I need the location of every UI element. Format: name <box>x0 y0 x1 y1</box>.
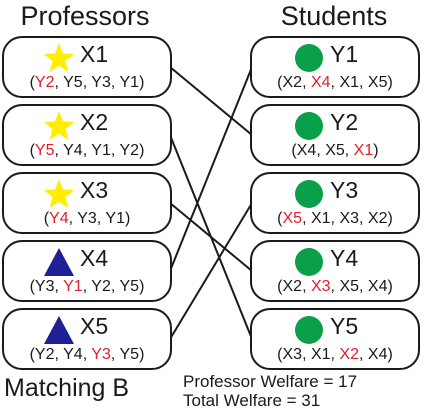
match-edge-x4-y1 <box>169 66 253 272</box>
node-name: Y1 <box>330 41 359 67</box>
matched-preference: X4 <box>310 74 331 91</box>
matched-preference: X3 <box>310 278 331 295</box>
preference-item: Y2 <box>91 278 111 295</box>
preference-list: (Y2, Y5, Y3, Y1) <box>29 74 145 91</box>
preference-list: (Y3, Y1, Y2, Y5) <box>29 278 145 295</box>
node-name: X3 <box>80 177 109 203</box>
preference-item: X5 <box>339 278 360 295</box>
preference-item: Y1 <box>105 210 125 227</box>
student-node-y5: Y5 (X3, X1, X2, X4) <box>250 308 420 370</box>
preference-item: Y3 <box>34 278 55 295</box>
preference-item: Y1 <box>119 74 140 91</box>
preference-item: X5 <box>325 142 345 159</box>
match-edge-x5-y3 <box>169 202 253 340</box>
students-header: Students <box>280 1 388 31</box>
matched-preference: Y2 <box>34 74 55 91</box>
professor-node-x5: X5 (Y2, Y4, Y3, Y5) <box>2 308 172 370</box>
preference-item: X1 <box>310 346 331 363</box>
preference-item: Y5 <box>63 74 83 91</box>
preference-item: Y3 <box>77 210 97 227</box>
matched-preference: X1 <box>353 142 374 159</box>
node-name: Y4 <box>330 245 359 271</box>
total-welfare: Total Welfare = 31 <box>183 391 321 410</box>
preference-item: Y1 <box>91 142 111 159</box>
preference-item: Y2 <box>34 346 55 363</box>
student-node-y3: Y3 (X5, X1, X3, X2) <box>250 172 420 234</box>
preference-list: (X2, X3, X5, X4) <box>277 278 393 295</box>
preference-item: X4 <box>367 346 388 363</box>
professor-node-x3: X3 (Y4, Y3, Y1) <box>2 172 172 234</box>
preference-list: (Y2, Y4, Y3, Y5) <box>29 346 145 363</box>
matched-preference: Y3 <box>91 346 111 363</box>
matching-caption: Matching B <box>4 374 130 402</box>
node-name: Y3 <box>330 177 359 203</box>
matched-preference: X5 <box>282 210 303 227</box>
preference-list: (Y5, Y4, Y1, Y2) <box>29 142 145 159</box>
preference-item: X4 <box>296 142 317 159</box>
preference-item: X3 <box>282 346 303 363</box>
circle-icon <box>292 313 326 352</box>
preference-item: Y5 <box>119 346 140 363</box>
node-name: X5 <box>80 313 109 339</box>
node-name: X2 <box>80 109 109 135</box>
preference-item: X4 <box>367 278 388 295</box>
preference-item: X1 <box>339 74 360 91</box>
preference-item: X5 <box>367 74 388 91</box>
preference-list: (X3, X1, X2, X4) <box>277 346 393 363</box>
node-name: X1 <box>80 41 109 67</box>
professor-node-x4: X4 (Y3, Y1, Y2, Y5) <box>2 240 172 302</box>
preference-item: Y4 <box>63 142 83 159</box>
student-node-y1: Y1 (X2, X4, X1, X5) <box>250 36 420 98</box>
preference-list: (X5, X1, X3, X2) <box>277 210 393 227</box>
preference-item: X3 <box>339 210 360 227</box>
triangle-icon <box>42 313 76 352</box>
match-edge-x1-y2 <box>169 66 253 136</box>
matched-preference: Y4 <box>49 210 69 227</box>
welfare-stats: Professor Welfare = 17 Total Welfare = 3… <box>183 372 357 410</box>
preference-item: X2 <box>367 210 388 227</box>
preference-item: X2 <box>282 74 303 91</box>
circle-icon <box>292 245 326 284</box>
matched-preference: X2 <box>339 346 360 363</box>
node-name: X4 <box>80 245 109 271</box>
preference-item: X2 <box>282 278 303 295</box>
circle-icon <box>292 41 326 80</box>
node-name: Y2 <box>330 109 359 135</box>
professor-node-x1: X1 (Y2, Y5, Y3, Y1) <box>2 36 172 98</box>
student-node-y4: Y4 (X2, X3, X5, X4) <box>250 240 420 302</box>
professor-welfare: Professor Welfare = 17 <box>183 372 358 391</box>
matched-preference: Y5 <box>34 142 55 159</box>
star-icon <box>42 41 76 80</box>
preference-list: (X2, X4, X1, X5) <box>277 74 393 91</box>
preference-item: Y3 <box>91 74 111 91</box>
star-icon <box>42 177 76 216</box>
circle-icon <box>292 109 326 148</box>
preference-item: X1 <box>310 210 331 227</box>
circle-icon <box>292 177 326 216</box>
preference-item: Y5 <box>119 278 140 295</box>
node-name: Y5 <box>330 313 359 339</box>
star-icon <box>42 109 76 148</box>
triangle-icon <box>42 245 76 284</box>
preference-item: Y4 <box>63 346 83 363</box>
student-node-y2: Y2 (X4, X5, X1) <box>250 104 420 166</box>
preference-list: (Y4, Y3, Y1) <box>43 210 131 227</box>
matched-preference: Y1 <box>63 278 83 295</box>
preference-list: (X4, X5, X1) <box>291 142 379 159</box>
professors-header: Professors <box>20 1 150 31</box>
professor-node-x2: X2 (Y5, Y4, Y1, Y2) <box>2 104 172 166</box>
preference-item: Y2 <box>119 142 140 159</box>
match-edge-x3-y4 <box>169 202 253 272</box>
